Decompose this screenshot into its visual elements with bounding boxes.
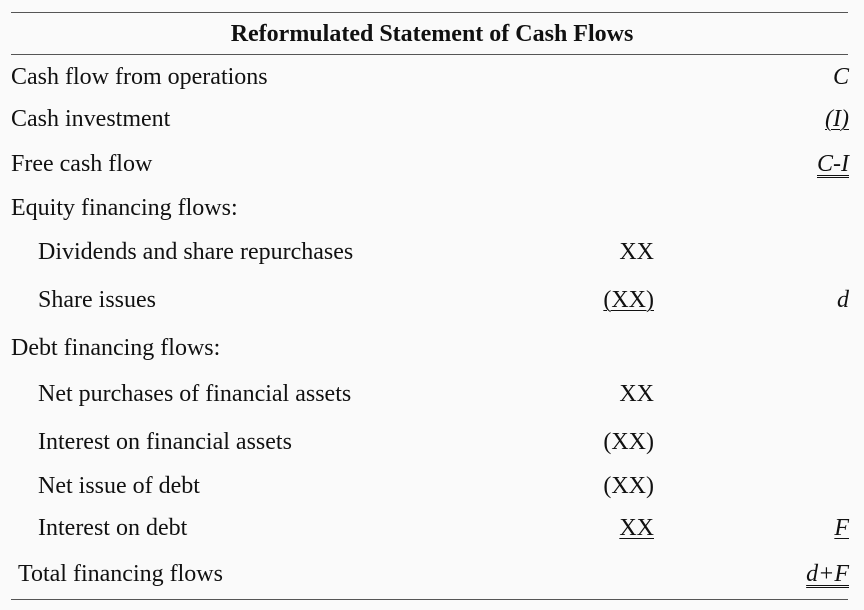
row-label: Cash flow from operations xyxy=(11,64,268,90)
row-cash-investment: Cash investment (I) xyxy=(0,104,864,134)
bottom-rule xyxy=(11,599,848,600)
row-debt-financing-heading: Debt financing flows: xyxy=(0,333,864,363)
row-equity-financing-heading: Equity financing flows: xyxy=(0,193,864,223)
row-detail-value: (XX) xyxy=(603,473,654,499)
row-label: Share issues xyxy=(38,287,156,313)
row-total-financing-flows: Total financing flows d+F xyxy=(0,559,864,589)
row-interest-on-debt: Interest on debt XX F xyxy=(0,513,864,543)
title-rule xyxy=(11,54,848,55)
row-share-issues: Share issues (XX) d xyxy=(0,285,864,315)
row-label: Interest on debt xyxy=(38,515,188,541)
row-label: Cash investment xyxy=(11,106,171,132)
row-label: Dividends and share repurchases xyxy=(38,239,354,265)
section-heading: Debt financing flows: xyxy=(11,335,221,361)
row-label: Free cash flow xyxy=(11,151,153,177)
statement-title: Reformulated Statement of Cash Flows xyxy=(230,21,634,47)
row-detail-value: XX xyxy=(619,381,654,407)
row-total-value: F xyxy=(834,515,849,541)
row-label: Total financing flows xyxy=(18,561,223,587)
row-total-value: (I) xyxy=(825,106,849,132)
row-net-issue-of-debt: Net issue of debt (XX) xyxy=(0,471,864,501)
row-detail-value: XX xyxy=(619,515,654,541)
row-total-value: C-I xyxy=(817,151,849,177)
row-cash-flow-from-operations: Cash flow from operations C xyxy=(0,62,864,92)
row-total-value: C xyxy=(832,64,849,90)
section-heading: Equity financing flows: xyxy=(11,195,238,221)
top-rule xyxy=(11,12,848,13)
row-interest-on-financial-assets: Interest on financial assets (XX) xyxy=(0,427,864,457)
row-label: Net issue of debt xyxy=(38,473,200,499)
row-detail-value: XX xyxy=(619,239,654,265)
row-total-value: d+F xyxy=(806,561,849,587)
row-detail-value: (XX) xyxy=(603,429,654,455)
row-total-value: d xyxy=(837,287,849,313)
row-dividends-and-share-repurchases: Dividends and share repurchases XX xyxy=(0,237,864,267)
row-net-purchases-of-financial-assets: Net purchases of financial assets XX xyxy=(0,379,864,409)
row-label: Net purchases of financial assets xyxy=(38,381,352,407)
row-label: Interest on financial assets xyxy=(38,429,292,455)
row-free-cash-flow: Free cash flow C-I xyxy=(0,149,864,179)
row-detail-value: (XX) xyxy=(603,287,654,313)
